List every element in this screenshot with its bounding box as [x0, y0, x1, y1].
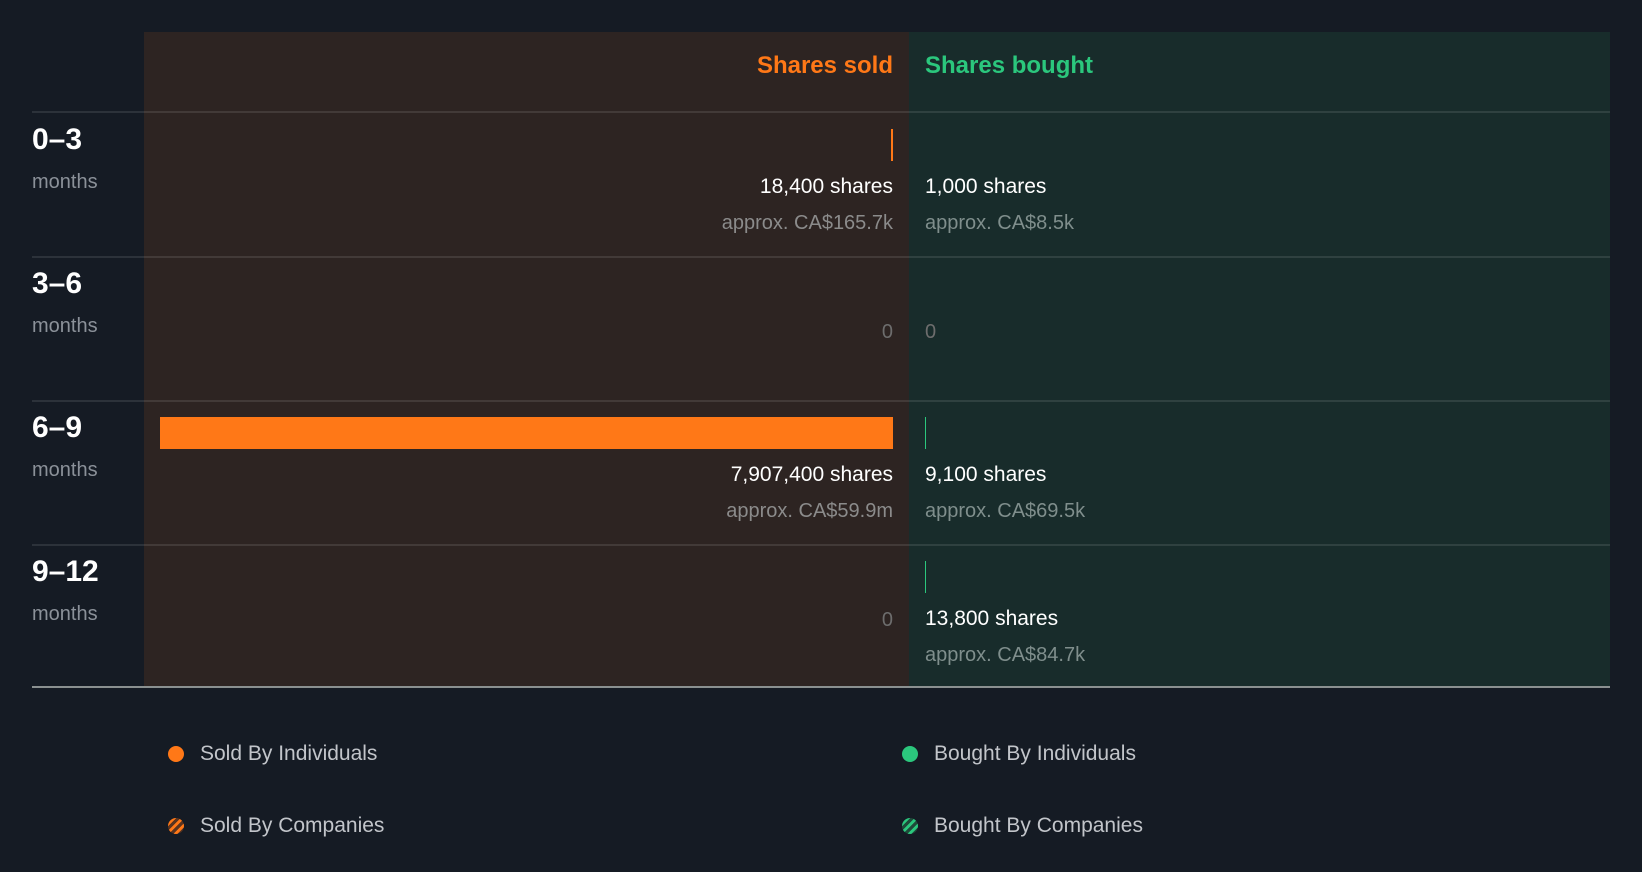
- period-row-0-3: 0–3 months 18,400 shares approx. CA$165.…: [0, 113, 1642, 257]
- bought-bar[interactable]: [925, 561, 926, 593]
- period-row-6-9: 6–9 months 7,907,400 shares approx. CA$5…: [0, 401, 1642, 545]
- bought-approx-value: approx. CA$84.7k: [925, 644, 1086, 666]
- legend-label: Sold By Individuals: [200, 742, 378, 765]
- legend-bought-companies[interactable]: Bought By Companies: [902, 814, 1143, 838]
- period-unit: months: [32, 459, 98, 481]
- shares-sold-panel: [144, 32, 909, 687]
- period-label: 9–12: [32, 555, 99, 588]
- sold-approx-value: approx. CA$165.7k: [721, 212, 893, 234]
- period-unit: months: [32, 171, 98, 193]
- solid-circle-icon: [902, 746, 918, 762]
- sold-shares-value: 0: [881, 321, 893, 343]
- legend-bought-individuals[interactable]: Bought By Individuals: [902, 742, 1136, 766]
- bought-shares-value: 1,000 shares: [925, 175, 1047, 198]
- sold-shares-value: 0: [881, 609, 893, 631]
- sold-shares-value: 7,907,400 shares: [730, 463, 893, 486]
- legend-label: Bought By Companies: [934, 814, 1143, 837]
- axis-baseline: [32, 686, 1610, 688]
- bought-approx-value: approx. CA$8.5k: [925, 212, 1074, 234]
- bought-shares-value: 0: [925, 321, 937, 343]
- shares-sold-header: Shares sold: [756, 52, 893, 79]
- period-row-3-6: 3–6 months 0 0: [0, 257, 1642, 401]
- divider: [32, 256, 1610, 258]
- bought-approx-value: approx. CA$69.5k: [925, 500, 1086, 522]
- sold-shares-value: 18,400 shares: [759, 175, 893, 198]
- solid-circle-icon: [168, 746, 184, 762]
- sold-bar[interactable]: [160, 417, 893, 449]
- bought-bar[interactable]: [925, 417, 926, 449]
- divider: [32, 400, 1610, 402]
- legend-sold-companies[interactable]: Sold By Companies: [168, 814, 384, 838]
- sold-bar[interactable]: [891, 129, 893, 161]
- period-unit: months: [32, 315, 98, 337]
- striped-circle-icon: [168, 818, 184, 834]
- shares-bought-header: Shares bought: [925, 52, 1094, 79]
- divider: [32, 544, 1610, 546]
- bought-shares-value: 9,100 shares: [925, 463, 1047, 486]
- legend-label: Bought By Individuals: [934, 742, 1136, 765]
- legend-sold-individuals[interactable]: Sold By Individuals: [168, 742, 377, 766]
- period-label: 3–6: [32, 267, 83, 300]
- sold-approx-value: approx. CA$59.9m: [726, 500, 893, 522]
- legend-label: Sold By Companies: [200, 814, 385, 837]
- bought-shares-value: 13,800 shares: [925, 607, 1059, 630]
- period-unit: months: [32, 603, 98, 625]
- striped-circle-icon: [902, 818, 918, 834]
- shares-bought-panel: [909, 32, 1610, 687]
- period-label: 0–3: [32, 123, 83, 156]
- period-label: 6–9: [32, 411, 83, 444]
- period-row-9-12: 9–12 months 0 13,800 shares approx. CA$8…: [0, 545, 1642, 689]
- divider: [32, 111, 1610, 113]
